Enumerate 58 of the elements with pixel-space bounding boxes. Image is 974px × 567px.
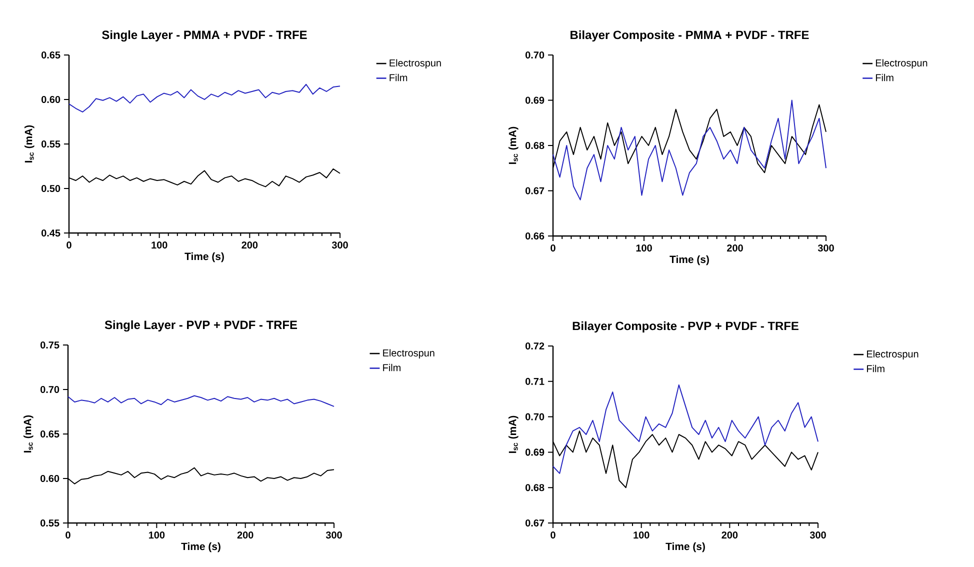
legend-label: Film [383,364,400,372]
y-tick-label: 0.55 [42,140,60,148]
x-axis-title: Time (s) [666,542,705,552]
x-tick-label: 300 [810,532,826,539]
y-tick-label: 0.60 [40,474,60,482]
chart-title: Single Layer - PVP + PVDF - TRFE [104,320,298,332]
x-tick-label: 0 [550,532,556,539]
x-tick-label: 200 [727,244,743,252]
x-tick-label: 0 [550,244,556,252]
x-tick-label: 100 [152,242,168,249]
y-tick-label: 0.67 [526,187,544,194]
y-axis-title: I$_{sc}$ (mA) [24,125,34,162]
y-tick-label: 0.55 [40,519,60,527]
y-tick-label: 0.60 [42,96,60,104]
y-axis-title: I$_{sc}$ (mA) [508,416,518,453]
chart-title: Single Layer - PMMA + PVDF - TRFE [102,30,307,42]
x-tick-label: 200 [242,242,258,249]
y-axis-title: I$_{sc}$ (mA) [24,415,34,452]
x-axis-title: Time (s) [181,542,220,552]
x-axis-title: Time (s) [670,255,709,266]
y-tick-label: 0.71 [526,378,544,385]
y-tick-label: 0.70 [40,386,60,394]
chart-title: Bilayer Composite - PMMA + PVDF - TRFE [570,30,809,42]
y-tick-label: 0.68 [526,142,544,150]
x-tick-label: 200 [237,532,254,539]
y-tick-label: 0.65 [42,51,60,59]
legend-label: Film [390,74,408,82]
y-tick-label: 0.70 [526,413,544,420]
x-axis-title: Time (s) [184,252,224,262]
legend-label: Electrospun [876,59,928,68]
y-tick-label: 0.75 [40,341,60,349]
legend-label: Electrospun [867,350,918,360]
x-tick-label: 100 [148,532,165,539]
y-tick-label: 0.67 [526,519,544,527]
x-tick-label: 0 [66,532,70,539]
x-tick-label: 0 [66,242,72,249]
chart-title: Bilayer Composite - PVP + PVDF - TRFE [572,321,798,333]
legend-label: Film [876,74,894,82]
x-tick-label: 100 [636,244,652,252]
y-tick-label: 0.50 [42,184,60,192]
legend-label: Film [867,364,884,372]
x-tick-label: 300 [332,242,348,249]
y-tick-label: 0.45 [42,229,60,237]
line-series [68,84,340,112]
x-tick-label: 300 [326,532,342,539]
y-tick-label: 0.66 [526,232,544,240]
y-tick-label: 0.69 [526,96,544,104]
legend-label: Electrospun [383,349,434,358]
x-tick-label: 100 [634,532,650,539]
x-tick-label: 200 [722,532,738,539]
y-tick-label: 0.69 [526,448,544,456]
y-tick-label: 0.72 [526,342,544,350]
y-axis-title: I$_{sc}$ (mA) [508,126,518,164]
y-tick-label: 0.65 [40,430,60,438]
legend-label: Electrospun [390,59,441,68]
x-tick-label: 300 [818,244,834,252]
y-tick-label: 0.68 [526,484,544,492]
y-tick-label: 0.70 [526,51,544,59]
